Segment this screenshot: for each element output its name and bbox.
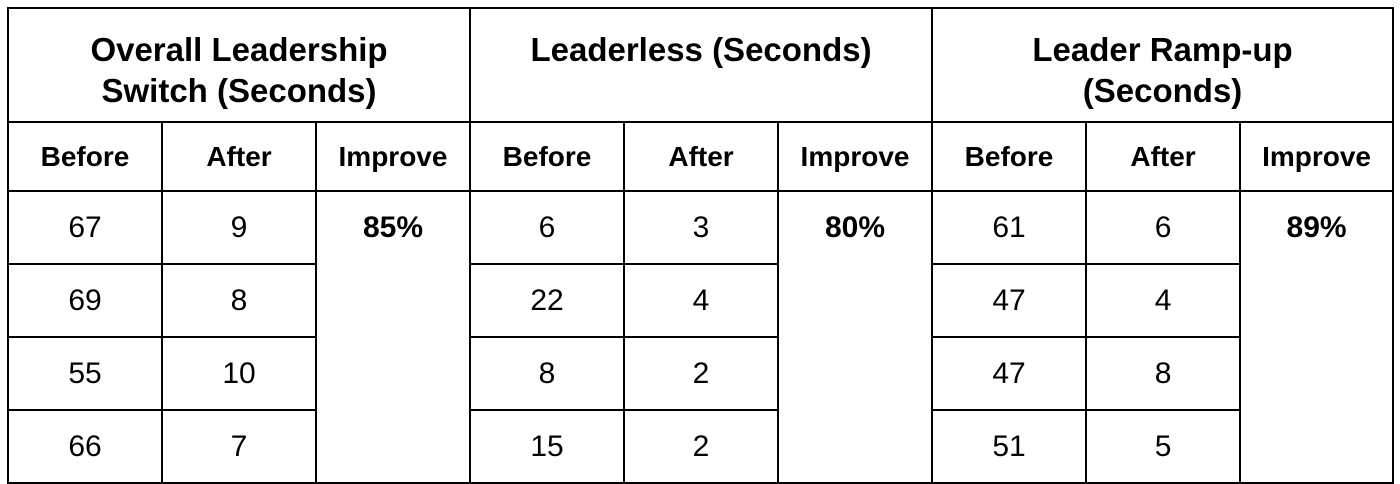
improve-value: 89%: [1239, 190, 1395, 484]
column-header-after: After: [161, 121, 317, 192]
column-header-before: Before: [7, 121, 163, 192]
group-title-leaderless: Leaderless (Seconds): [469, 7, 934, 123]
after-value: 4: [1085, 263, 1242, 338]
after-value: 5: [1085, 409, 1242, 484]
table-row: 55 10 8 2 47 8: [7, 336, 1393, 411]
after-value: 2: [623, 409, 780, 484]
before-value: 47: [931, 263, 1088, 338]
column-header-improve: Improve: [777, 121, 934, 192]
before-value: 67: [7, 190, 163, 265]
column-header-after: After: [623, 121, 780, 192]
before-value: 66: [7, 409, 163, 484]
column-header-after: After: [1085, 121, 1242, 192]
column-header-row: Before After Improve Before After Improv…: [7, 121, 1395, 192]
before-value: 47: [931, 336, 1088, 411]
improve-value: 85%: [314, 190, 472, 484]
group-header-row: Overall Leadership Switch (Seconds) Lead…: [6, 7, 1395, 123]
improve-value: 80%: [777, 190, 934, 484]
before-value: 6: [469, 190, 626, 265]
table-row: 69 8 22 4 47 4: [7, 263, 1393, 338]
before-value: 69: [7, 263, 163, 338]
after-value: 2: [623, 336, 780, 411]
before-value: 15: [469, 409, 626, 484]
before-value: 22: [469, 263, 626, 338]
after-value: 7: [161, 409, 317, 484]
group-title-leader-ramp-up: Leader Ramp-up (Seconds): [931, 7, 1395, 123]
after-value: 8: [161, 263, 317, 338]
before-value: 55: [7, 336, 163, 411]
before-value: 8: [469, 336, 626, 411]
column-header-improve: Improve: [1239, 121, 1395, 192]
column-header-before: Before: [469, 121, 626, 192]
after-value: 8: [1085, 336, 1242, 411]
after-value: 10: [161, 336, 317, 411]
before-value: 61: [931, 190, 1088, 265]
before-value: 51: [931, 409, 1088, 484]
after-value: 6: [1085, 190, 1242, 265]
results-table: Overall Leadership Switch (Seconds) Lead…: [6, 7, 1395, 484]
after-value: 9: [161, 190, 317, 265]
after-value: 3: [623, 190, 780, 265]
group-title-overall-leadership-switch: Overall Leadership Switch (Seconds): [6, 7, 472, 123]
after-value: 4: [623, 263, 780, 338]
table-row: 67 9 85% 6 3 80% 61 6 89%: [7, 190, 1395, 484]
column-header-improve: Improve: [314, 121, 472, 192]
column-header-before: Before: [931, 121, 1088, 192]
table-row: 66 7 15 2 51 5: [7, 409, 1393, 484]
